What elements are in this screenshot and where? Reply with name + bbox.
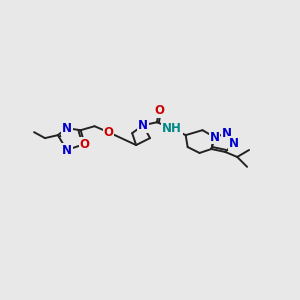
Text: N: N [138,119,148,132]
Text: O: O [154,104,164,117]
Text: N: N [222,127,232,140]
Text: O: O [103,126,113,139]
Text: O: O [80,138,90,151]
Text: N: N [62,143,72,157]
Text: NH: NH [162,122,182,135]
Text: N: N [209,130,219,144]
Text: N: N [229,136,239,150]
Text: N: N [62,122,72,135]
